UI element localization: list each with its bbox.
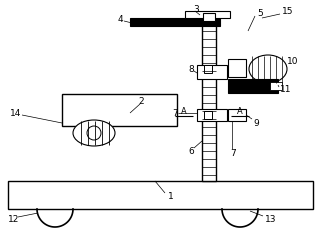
Text: 1: 1 bbox=[168, 192, 174, 201]
Bar bbox=[270, 83, 282, 91]
Text: 9: 9 bbox=[253, 119, 259, 128]
Bar bbox=[204, 112, 212, 119]
Text: A: A bbox=[181, 106, 187, 116]
Bar bbox=[62, 94, 177, 126]
Text: 8: 8 bbox=[188, 65, 194, 74]
Text: 15: 15 bbox=[282, 7, 294, 16]
Bar bbox=[197, 109, 227, 122]
Text: 11: 11 bbox=[280, 84, 292, 93]
Text: 4: 4 bbox=[118, 15, 124, 24]
Text: 12: 12 bbox=[8, 215, 19, 224]
Ellipse shape bbox=[249, 56, 287, 84]
Bar bbox=[203, 14, 215, 22]
Ellipse shape bbox=[73, 121, 115, 146]
Bar bbox=[185, 12, 230, 19]
Text: 2: 2 bbox=[138, 97, 144, 106]
Text: 3: 3 bbox=[193, 6, 199, 14]
Bar bbox=[204, 66, 212, 74]
Bar bbox=[228, 109, 246, 122]
Bar bbox=[228, 80, 278, 94]
Bar bbox=[8, 181, 313, 209]
Bar bbox=[197, 66, 227, 80]
Text: 10: 10 bbox=[287, 57, 298, 66]
Text: 13: 13 bbox=[265, 215, 277, 224]
Text: A: A bbox=[237, 106, 243, 116]
Bar bbox=[202, 22, 216, 181]
Text: 14: 14 bbox=[10, 109, 21, 118]
Text: 7: 7 bbox=[230, 149, 236, 158]
Bar bbox=[130, 19, 220, 27]
Text: 6: 6 bbox=[188, 147, 194, 156]
Text: 5: 5 bbox=[257, 9, 263, 18]
Bar bbox=[228, 60, 246, 78]
Text: 7: 7 bbox=[172, 109, 178, 118]
